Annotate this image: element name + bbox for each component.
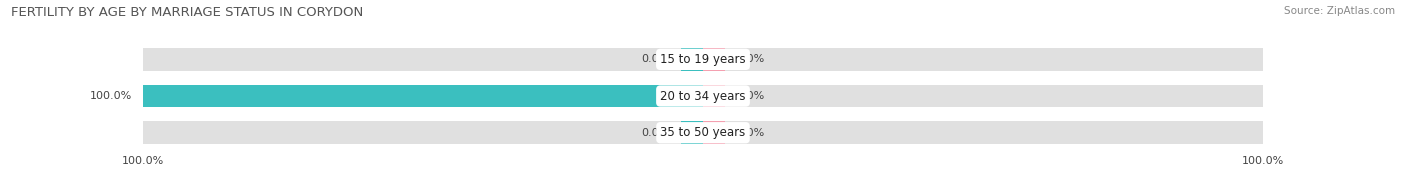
Text: 15 to 19 years: 15 to 19 years bbox=[661, 53, 745, 66]
Bar bbox=[143, 48, 703, 71]
Bar bbox=[703, 48, 1263, 71]
Bar bbox=[143, 121, 703, 144]
Bar bbox=[703, 85, 1263, 107]
Bar bbox=[681, 85, 703, 107]
Text: 0.0%: 0.0% bbox=[641, 54, 669, 64]
Bar bbox=[703, 121, 725, 144]
Text: 20 to 34 years: 20 to 34 years bbox=[661, 90, 745, 103]
Text: 35 to 50 years: 35 to 50 years bbox=[661, 126, 745, 139]
Bar bbox=[703, 85, 725, 107]
Text: Source: ZipAtlas.com: Source: ZipAtlas.com bbox=[1284, 6, 1395, 16]
Bar bbox=[703, 48, 725, 71]
Text: 0.0%: 0.0% bbox=[641, 128, 669, 138]
Text: 0.0%: 0.0% bbox=[737, 91, 765, 101]
Bar bbox=[681, 48, 703, 71]
Bar bbox=[143, 85, 703, 107]
Bar bbox=[703, 121, 1263, 144]
Bar bbox=[681, 121, 703, 144]
Text: 0.0%: 0.0% bbox=[737, 128, 765, 138]
Text: 0.0%: 0.0% bbox=[737, 54, 765, 64]
Bar bbox=[143, 85, 703, 107]
Text: FERTILITY BY AGE BY MARRIAGE STATUS IN CORYDON: FERTILITY BY AGE BY MARRIAGE STATUS IN C… bbox=[11, 6, 364, 19]
Text: 100.0%: 100.0% bbox=[90, 91, 132, 101]
